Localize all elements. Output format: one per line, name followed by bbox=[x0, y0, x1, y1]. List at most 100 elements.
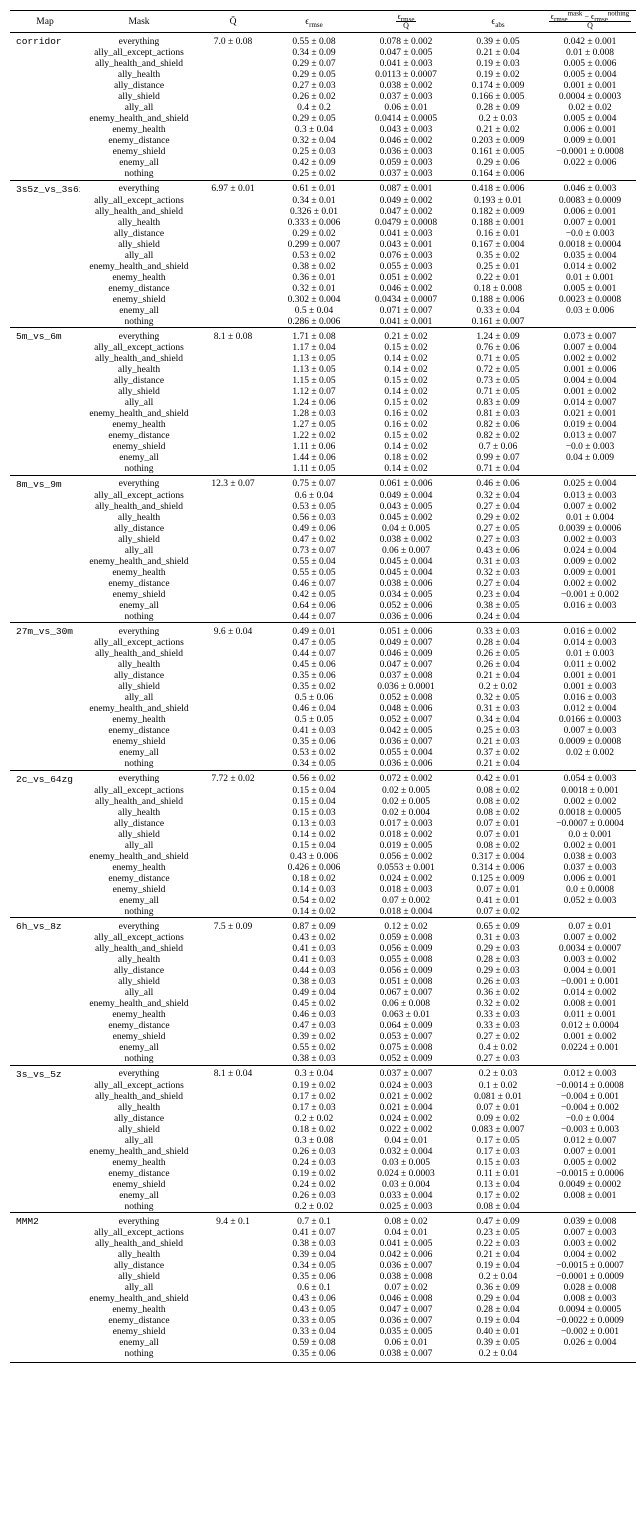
cell-value: 0.0004 ± 0.0003 bbox=[544, 92, 636, 103]
cell-value: 0.18 ± 0.02 bbox=[268, 1124, 360, 1135]
table-row: enemy_all0.5 ± 0.040.071 ± 0.0070.33 ± 0… bbox=[10, 305, 636, 316]
cell-qbar bbox=[198, 840, 268, 851]
cell-value: 0.056 ± 0.002 bbox=[360, 851, 452, 862]
table-row: ally_distance0.35 ± 0.060.037 ± 0.0080.2… bbox=[10, 671, 636, 682]
cell-value: 0.025 ± 0.004 bbox=[544, 475, 636, 490]
cell-value: 0.009 ± 0.001 bbox=[544, 136, 636, 147]
cell-map: 8m_vs_9m bbox=[10, 475, 80, 490]
cell-value: 0.001 ± 0.001 bbox=[544, 81, 636, 92]
cell-value: 0.29 ± 0.05 bbox=[268, 114, 360, 125]
cell-value: 0.08 ± 0.02 bbox=[452, 840, 544, 851]
cell-value: 0.007 ± 0.001 bbox=[544, 217, 636, 228]
table-row: enemy_shield0.25 ± 0.030.036 ± 0.0030.16… bbox=[10, 147, 636, 158]
cell-qbar bbox=[198, 660, 268, 671]
cell-value: 0.03 ± 0.004 bbox=[360, 1179, 452, 1190]
cell-value: 0.036 ± 0.007 bbox=[360, 1316, 452, 1327]
cell-value: −0.0 ± 0.004 bbox=[544, 1113, 636, 1124]
cell-value: 0.44 ± 0.07 bbox=[268, 649, 360, 660]
cell-value: 0.049 ± 0.004 bbox=[360, 490, 452, 501]
table-row: 6h_vs_8zeverything7.5 ± 0.090.87 ± 0.090… bbox=[10, 918, 636, 933]
cell-qbar bbox=[198, 464, 268, 476]
cell-mask: enemy_shield bbox=[80, 737, 198, 748]
cell-mask: nothing bbox=[80, 1349, 198, 1363]
cell-qbar bbox=[198, 977, 268, 988]
cell-value: 0.004 ± 0.004 bbox=[544, 376, 636, 387]
cell-value: 0.0034 ± 0.0007 bbox=[544, 944, 636, 955]
cell-value: 0.25 ± 0.03 bbox=[268, 147, 360, 158]
cell-value: 0.003 ± 0.002 bbox=[544, 955, 636, 966]
cell-value: 0.418 ± 0.006 bbox=[452, 180, 544, 195]
table-row: ally_health_and_shield1.13 ± 0.050.14 ± … bbox=[10, 354, 636, 365]
cell-mask: ally_distance bbox=[80, 1261, 198, 1272]
cell-qbar bbox=[198, 70, 268, 81]
cell-value: 0.14 ± 0.02 bbox=[360, 442, 452, 453]
cell-value: −0.001 ± 0.001 bbox=[544, 977, 636, 988]
cell-value: 0.0 ± 0.0008 bbox=[544, 884, 636, 895]
cell-value: 0.27 ± 0.04 bbox=[452, 578, 544, 589]
cell-mask: everything bbox=[80, 1065, 198, 1080]
cell-mask: enemy_shield bbox=[80, 589, 198, 600]
cell-map bbox=[10, 1201, 80, 1213]
cell-value: 1.13 ± 0.05 bbox=[268, 354, 360, 365]
cell-value: 0.26 ± 0.02 bbox=[268, 92, 360, 103]
cell-value: 0.28 ± 0.04 bbox=[452, 1305, 544, 1316]
cell-value: 0.02 ± 0.02 bbox=[544, 103, 636, 114]
cell-value: 0.39 ± 0.04 bbox=[268, 1250, 360, 1261]
cell-mask: enemy_health bbox=[80, 1157, 198, 1168]
cell-value: 0.043 ± 0.001 bbox=[360, 239, 452, 250]
cell-value: 0.052 ± 0.009 bbox=[360, 1054, 452, 1066]
cell-value: 0.38 ± 0.05 bbox=[452, 600, 544, 611]
cell-value: 0.002 ± 0.002 bbox=[544, 796, 636, 807]
cell-value: 0.15 ± 0.03 bbox=[268, 807, 360, 818]
cell-mask: nothing bbox=[80, 611, 198, 623]
cell-value: 1.24 ± 0.09 bbox=[452, 328, 544, 343]
cell-mask: ally_all_except_actions bbox=[80, 638, 198, 649]
cell-value: 0.23 ± 0.05 bbox=[452, 1228, 544, 1239]
cell-qbar bbox=[198, 305, 268, 316]
cell-value: 0.08 ± 0.02 bbox=[360, 1213, 452, 1228]
cell-value: 0.009 ± 0.001 bbox=[544, 567, 636, 578]
cell-value: 0.052 ± 0.007 bbox=[360, 715, 452, 726]
cell-map bbox=[10, 398, 80, 409]
cell-mask: nothing bbox=[80, 169, 198, 181]
cell-mask: ally_health_and_shield bbox=[80, 649, 198, 660]
cell-map bbox=[10, 343, 80, 354]
cell-map bbox=[10, 534, 80, 545]
cell-value: 0.008 ± 0.001 bbox=[544, 999, 636, 1010]
cell-qbar bbox=[198, 1168, 268, 1179]
cell-value: 0.08 ± 0.02 bbox=[452, 796, 544, 807]
cell-value: 0.005 ± 0.004 bbox=[544, 70, 636, 81]
cell-value: 0.019 ± 0.005 bbox=[360, 840, 452, 851]
cell-value: 0.42 ± 0.05 bbox=[268, 589, 360, 600]
cell-qbar: 7.5 ± 0.09 bbox=[198, 918, 268, 933]
cell-map bbox=[10, 70, 80, 81]
cell-value: 0.2 ± 0.02 bbox=[452, 682, 544, 693]
cell-map bbox=[10, 1190, 80, 1201]
cell-qbar bbox=[198, 1054, 268, 1066]
table-row: enemy_health_and_shield0.26 ± 0.030.032 … bbox=[10, 1146, 636, 1157]
table-row: ally_all_except_actions0.41 ± 0.070.04 ±… bbox=[10, 1228, 636, 1239]
cell-value: 0.28 ± 0.03 bbox=[452, 955, 544, 966]
cell-map bbox=[10, 294, 80, 305]
cell-map bbox=[10, 895, 80, 906]
cell-value: 0.03 ± 0.006 bbox=[544, 305, 636, 316]
cell-mask: ally_all_except_actions bbox=[80, 195, 198, 206]
cell-value: 0.35 ± 0.06 bbox=[268, 671, 360, 682]
cell-map: 6h_vs_8z bbox=[10, 918, 80, 933]
cell-value: 0.41 ± 0.03 bbox=[268, 944, 360, 955]
cell-value: 0.055 ± 0.004 bbox=[360, 748, 452, 759]
cell-qbar bbox=[198, 534, 268, 545]
cell-value: 0.12 ± 0.02 bbox=[360, 918, 452, 933]
cell-value: 0.15 ± 0.03 bbox=[452, 1157, 544, 1168]
cell-map bbox=[10, 316, 80, 328]
cell-qbar bbox=[198, 1272, 268, 1283]
cell-qbar bbox=[198, 343, 268, 354]
cell-qbar bbox=[198, 1250, 268, 1261]
cell-map bbox=[10, 988, 80, 999]
cell-mask: ally_all bbox=[80, 103, 198, 114]
table-row: ally_all_except_actions0.34 ± 0.010.049 … bbox=[10, 195, 636, 206]
cell-value: 0.1 ± 0.02 bbox=[452, 1080, 544, 1091]
cell-value: 0.0553 ± 0.001 bbox=[360, 862, 452, 873]
cell-mask: ally_distance bbox=[80, 818, 198, 829]
cell-value bbox=[544, 316, 636, 328]
